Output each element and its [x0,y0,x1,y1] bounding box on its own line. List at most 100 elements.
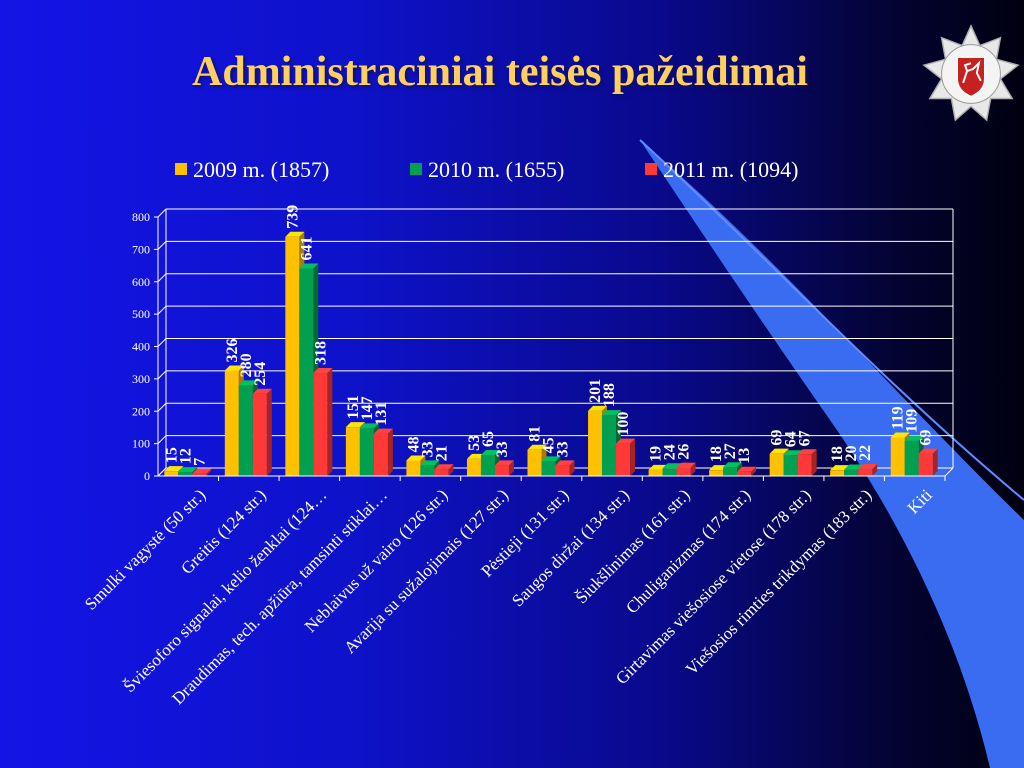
x-axis-depth [944,467,954,477]
bar [858,468,873,476]
bar [555,465,570,476]
chart-bars [164,231,938,476]
bar-value-label: 64 [783,431,800,447]
chart-grid [157,208,954,477]
bar [466,458,481,476]
bar-value-label: 24 [662,444,679,460]
bar [252,393,267,476]
gridline-depth [157,338,167,347]
y-tick-label: 700 [132,242,150,256]
bar-top [737,466,757,472]
background-swoosh [640,140,1024,768]
bar-value-label: 22 [857,445,874,461]
bar-value-label: 69 [769,430,786,446]
bar [224,370,239,476]
bar-value-label: 318 [312,341,329,365]
bar [420,465,435,476]
bar-value-label: 280 [238,353,255,377]
bar [648,469,663,476]
bar-top [830,465,850,471]
bar-value-label: 15 [163,447,180,463]
x-axis: Smulki vagystė (50 str.)Greitis (124 str… [81,467,954,708]
bar-value-label: 254 [252,362,269,386]
bar-top [238,380,258,386]
bar-top [616,438,636,444]
bar [737,471,752,476]
bar [359,428,374,476]
bar-top [373,428,393,434]
bar-top [783,450,803,456]
data-labels: 1512732628025473964131815114713148332153… [163,205,934,466]
bar-value-label: 33 [555,441,572,457]
bar-value-label: 69 [918,430,935,446]
bar-value-label: 19 [648,446,665,462]
bar [541,461,556,476]
bar-value-label: 100 [615,412,632,436]
gridline-depth [157,467,167,477]
bar-top [676,462,696,468]
bar-side [508,460,514,476]
y-tick-label: 100 [132,437,150,451]
bar [890,437,905,476]
legend-swatch [645,163,657,175]
bar-top [480,449,500,455]
bar-top [797,449,817,455]
gridline-depth [157,208,167,218]
y-tick-label: 800 [132,210,150,224]
bar [676,467,691,476]
x-category-label: Šiukšlinimas (161 str.) [572,485,694,607]
y-axis: 0 100 200 300 400 500 600 700 800 [132,210,159,483]
bar-top [588,405,608,411]
bar-value-label: 151 [345,395,362,419]
bar-top [285,231,305,237]
bar-top [527,444,547,450]
bar-side [630,438,636,476]
bar-side [266,388,272,476]
bar [313,373,328,476]
bar [434,469,449,476]
bar-top [313,368,333,374]
bar-value-label: 53 [466,435,483,451]
bar [406,460,421,476]
bar [480,454,495,476]
bar-top [858,463,878,469]
bar [723,467,738,476]
bar [373,433,388,476]
bar [494,465,509,476]
bar [797,454,812,476]
bar-value-label: 26 [676,444,693,460]
bar-top [345,422,365,428]
chart-legend: 2009 m. (1857) 2010 m. (1655) 2011 m. (109… [175,157,798,182]
bar-value-label: 109 [904,409,921,433]
gridline-depth [157,241,167,250]
bar [345,427,360,476]
bar-value-label: 18 [829,446,846,462]
bar-value-label: 119 [890,406,907,429]
bar [285,236,300,476]
bar-side [872,463,878,476]
gridline-depth [157,370,167,380]
gridline-depth [157,273,167,283]
bar-value-label: 641 [298,236,315,260]
bar-top [299,263,319,269]
bar [238,385,253,476]
y-tick-label: 600 [132,275,150,289]
bar-value-label: 21 [433,445,450,461]
bar-top [918,448,938,454]
bar-top [890,432,910,438]
bar [830,470,845,476]
gridline-depth [157,435,167,444]
x-category-label: Draudimas, tech. apžiūra, tamsinti stikl… [168,485,391,708]
x-category-label: Saugos diržai (134 str.) [508,485,633,610]
bar [709,470,724,476]
bar-side [751,466,757,476]
bar-value-label: 48 [405,436,422,452]
bar-value-label: 81 [527,426,544,442]
bar-side [569,460,575,476]
y-tick-label: 500 [132,307,150,321]
bar-value-label: 33 [419,441,436,457]
bar-top [555,460,575,466]
bar-side [448,464,454,476]
bar [299,268,314,476]
